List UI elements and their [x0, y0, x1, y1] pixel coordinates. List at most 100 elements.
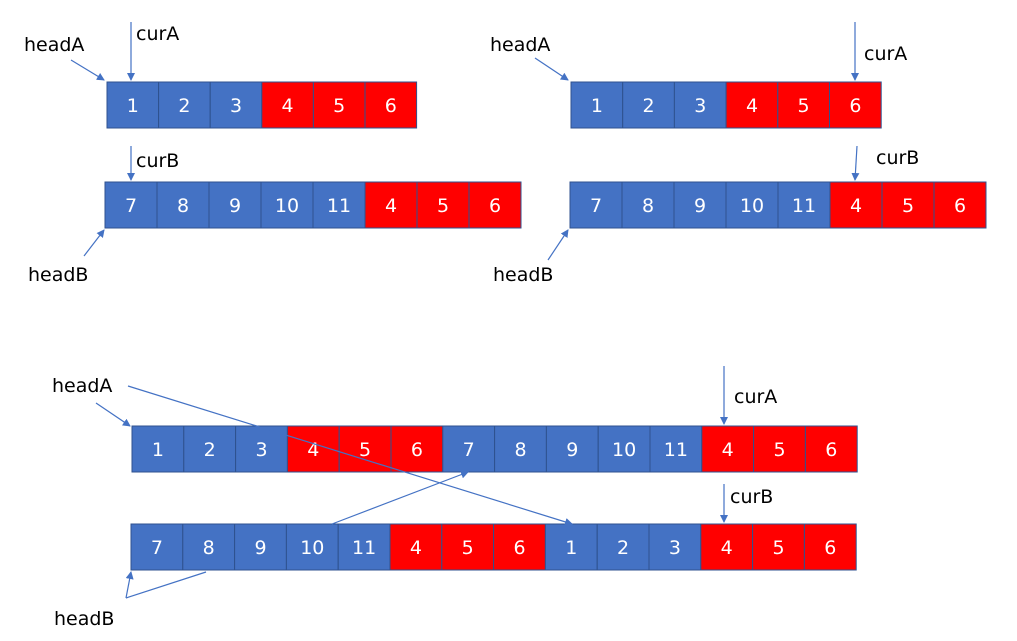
list-node-box — [337, 523, 391, 571]
list-node-box — [753, 425, 806, 473]
head-b-pointer-arrow — [125, 571, 134, 599]
list-node-value: 3 — [255, 439, 267, 461]
list-node-box — [130, 523, 184, 571]
list-node-box — [673, 81, 727, 129]
head-b-label: headB — [28, 264, 88, 286]
list-node-box — [104, 181, 158, 229]
list-node-box — [596, 523, 650, 571]
list-node-value: 4 — [746, 95, 758, 117]
list-node-box — [338, 425, 392, 473]
list-node-value: 7 — [151, 537, 163, 559]
list-node-value: 7 — [125, 195, 137, 217]
list-node-box — [597, 425, 651, 473]
list-node-box — [416, 181, 470, 229]
cur-a-label: curA — [864, 43, 907, 65]
list-a-row: 1 2 3 4 5 6 — [570, 81, 882, 129]
list-node-value: 6 — [385, 95, 397, 117]
list-a-row: 1 2 3 4 5 6 7 8 9 10 11 4 5 6 — [131, 425, 858, 473]
list-node-value: 1 — [591, 95, 603, 117]
list-node-value: 8 — [642, 195, 654, 217]
list-node-value: 1 — [152, 439, 164, 461]
list-b-row: 7 8 9 10 11 4 5 6 — [569, 181, 987, 229]
cur-b-label: curB — [136, 150, 179, 172]
list-node-value: 6 — [411, 439, 423, 461]
list-node-value: 11 — [352, 537, 376, 559]
list-node-value: 10 — [740, 195, 764, 217]
list-node-box — [621, 181, 675, 229]
list-node-value: 11 — [792, 195, 816, 217]
list-node-value: 10 — [612, 439, 636, 461]
head-a-pointer-arrow — [70, 59, 105, 81]
list-node-value: 8 — [177, 195, 189, 217]
head-a-label: headA — [52, 375, 112, 397]
head-b-continuation-arrow — [331, 470, 469, 525]
list-node-box — [569, 181, 623, 229]
list-node-value: 7 — [590, 195, 602, 217]
list-node-box — [725, 181, 779, 229]
list-node-box — [389, 523, 443, 571]
list-node-value: 1 — [127, 95, 139, 117]
panel-bottom: 1 2 3 4 5 6 7 8 9 10 11 4 5 6 7 8 9 10 11 4 5 6 1 2 3 4 5 6 headA … — [52, 366, 858, 630]
list-node-box — [803, 523, 857, 571]
list-node-value: 7 — [463, 439, 475, 461]
list-node-box — [881, 181, 935, 229]
list-a-row: 1 2 3 4 5 6 — [106, 81, 418, 129]
list-node-box — [933, 181, 987, 229]
list-node-value: 6 — [825, 439, 837, 461]
list-node-value: 10 — [275, 195, 299, 217]
list-node-value: 5 — [437, 195, 449, 217]
list-node-value: 6 — [489, 195, 501, 217]
list-node-box — [829, 81, 882, 129]
list-node-box — [209, 81, 263, 129]
head-b-pointer-arrow — [547, 229, 569, 261]
list-node-box — [700, 523, 754, 571]
cur-a-label: curA — [136, 23, 179, 45]
head-b-pointer-arrow — [83, 229, 105, 257]
head-b-label: headB — [54, 608, 114, 630]
list-node-box — [545, 425, 599, 473]
head-b-continuation-line — [125, 571, 207, 599]
head-b-label: headB — [493, 264, 553, 286]
list-node-value: 5 — [359, 439, 371, 461]
list-node-box — [260, 181, 314, 229]
list-node-value: 4 — [410, 537, 422, 559]
list-node-value: 2 — [178, 95, 190, 117]
list-b-row: 7 8 9 10 11 4 5 6 — [104, 181, 522, 229]
list-node-value: 10 — [300, 537, 324, 559]
list-node-box — [182, 523, 236, 571]
cur-b-pointer-arrow — [851, 145, 860, 181]
list-node-box — [106, 81, 160, 129]
list-node-value: 4 — [850, 195, 862, 217]
list-node-value: 5 — [773, 439, 785, 461]
panel-top-left: 1 2 3 4 5 6 7 8 9 10 11 4 5 6 headA curA curB headB — [24, 22, 522, 286]
list-node-value: 5 — [333, 95, 345, 117]
list-node-value: 5 — [798, 95, 810, 117]
head-a-label: headA — [490, 34, 550, 56]
list-node-value: 4 — [722, 439, 734, 461]
list-node-value: 6 — [824, 537, 836, 559]
list-node-box — [648, 523, 702, 571]
list-node-box — [285, 523, 339, 571]
list-node-box — [570, 81, 624, 129]
list-node-value: 9 — [254, 537, 266, 559]
list-node-value: 5 — [902, 195, 914, 217]
list-node-box — [804, 425, 858, 473]
list-node-box — [364, 181, 418, 229]
cur-a-label: curA — [734, 386, 777, 408]
list-node-box — [468, 181, 522, 229]
list-node-value: 2 — [617, 537, 629, 559]
list-node-value: 11 — [327, 195, 351, 217]
list-node-value: 4 — [721, 537, 733, 559]
head-a-continuation-arrow — [127, 385, 573, 526]
cur-b-label: curB — [876, 147, 919, 169]
list-node-value: 4 — [385, 195, 397, 217]
list-node-box — [725, 81, 779, 129]
list-node-value: 3 — [669, 537, 681, 559]
list-node-value: 1 — [565, 537, 577, 559]
list-node-value: 2 — [643, 95, 655, 117]
list-node-value: 3 — [230, 95, 242, 117]
list-node-box — [622, 81, 675, 129]
list-node-box — [364, 81, 418, 129]
list-node-box — [183, 425, 237, 473]
